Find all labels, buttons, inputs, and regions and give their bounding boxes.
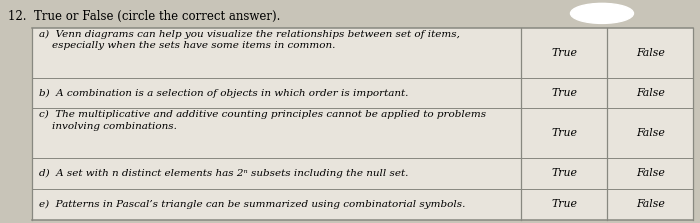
Text: b)  A combination is a selection of objects in which order is important.: b) A combination is a selection of objec… [39,89,409,97]
Circle shape [570,3,634,23]
Bar [32,28,693,220]
Text: a)  Venn diagrams can help you visualize the relationships between set of items,: a) Venn diagrams can help you visualize … [39,30,460,50]
Text: e)  Patterns in Pascal’s triangle can be summarized using combinatorial symbols.: e) Patterns in Pascal’s triangle can be … [39,200,466,209]
Text: False: False [636,88,664,98]
Text: True: True [551,128,577,138]
Text: 12.  True or False (circle the correct answer).: 12. True or False (circle the correct an… [8,10,281,23]
Text: True: True [551,48,577,58]
Text: True: True [551,199,577,209]
Text: c)  The multiplicative and additive counting principles cannot be applied to pro: c) The multiplicative and additive count… [39,110,486,131]
Text: True: True [551,88,577,98]
Text: False: False [636,169,664,178]
Text: d)  A set with n distinct elements has 2ⁿ subsets including the null set.: d) A set with n distinct elements has 2ⁿ… [39,169,409,178]
Text: True: True [551,169,577,178]
Text: False: False [636,199,664,209]
Text: False: False [636,48,664,58]
Text: False: False [636,128,664,138]
